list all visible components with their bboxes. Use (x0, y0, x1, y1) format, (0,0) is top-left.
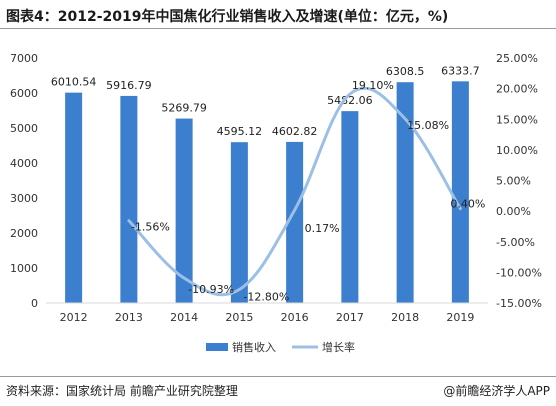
x-tick-label: 2013 (115, 311, 143, 324)
line-value-label: -1.56% (131, 221, 170, 234)
footer-divider (0, 376, 556, 377)
line-value-label: -12.80% (243, 291, 289, 304)
legend-line-label: 增长率 (322, 340, 355, 354)
y-left-tick-label: 5000 (10, 122, 38, 135)
y-right-tick-label: 25.00% (496, 52, 538, 65)
y-right-tick-label: 15.00% (496, 113, 538, 126)
growth-rate-line (127, 86, 462, 297)
bar-value-label: 6333.7 (441, 64, 480, 77)
y-left-tick-label: 3000 (10, 192, 38, 205)
bar-value-label: 5269.79 (161, 102, 207, 115)
legend-bar-swatch (206, 343, 228, 351)
y-left-tick-label: 1000 (10, 262, 38, 275)
x-tick-label: 2019 (446, 311, 474, 324)
bar-value-label: 5482.06 (327, 94, 373, 107)
bar (120, 95, 138, 303)
y-left-tick-label: 0 (31, 297, 38, 310)
legend: 销售收入 增长率 (206, 340, 355, 354)
left-axis: 0 1000 2000 3000 4000 5000 6000 7000 (10, 52, 38, 310)
bar-value-label: 6308.5 (386, 65, 425, 78)
legend-bar-label: 销售收入 (232, 340, 276, 354)
bar-series: 6010.54 5916.79 5269.79 4595.12 4602.82 5482.… (51, 64, 480, 304)
y-left-tick-label: 6000 (10, 87, 38, 100)
bar (286, 141, 304, 303)
y-right-tick-label: -15.00% (496, 297, 542, 310)
bar (396, 82, 414, 303)
bar (65, 92, 83, 303)
line-value-label: 0.17% (305, 222, 340, 235)
bar (341, 111, 359, 303)
y-right-tick-label: 10.00% (496, 144, 538, 157)
bar-value-label: 4595.12 (217, 125, 263, 138)
bar (175, 118, 193, 304)
line-value-label: 15.08% (407, 119, 449, 132)
bar-value-label: 6010.54 (51, 76, 97, 89)
line-value-label: -10.93% (188, 283, 234, 296)
x-tick-label: 2012 (60, 311, 88, 324)
bar-value-label: 5916.79 (106, 79, 152, 92)
right-axis: -15.00% -10.00% -5.00% 0.00% 5.00% 10.00% 15.0… (496, 52, 542, 310)
y-left-tick-label: 7000 (10, 52, 38, 65)
y-left-tick-label: 4000 (10, 157, 38, 170)
line-series: -1.56% -10.93% -12.80% 0.17% 19.10% 15.08% 0.4… (127, 79, 485, 304)
line-value-label: 0.40% (450, 198, 485, 211)
x-tick-label: 2015 (225, 311, 253, 324)
chart-title: 图表4：2012-2019年中国焦化行业销售收入及增速(单位：亿元，%) (6, 9, 449, 25)
line-value-label: 19.10% (352, 79, 394, 92)
x-tick-label: 2017 (336, 311, 364, 324)
bar (230, 142, 248, 303)
chart: 0 1000 2000 3000 4000 5000 6000 7000 -15.00% -10… (10, 52, 542, 354)
x-axis: 2012 2013 2014 2015 2016 2017 2018 2019 (46, 302, 488, 324)
y-right-tick-label: 5.00% (496, 175, 531, 188)
y-right-tick-label: -5.00% (496, 236, 535, 249)
y-right-tick-label: -10.00% (496, 266, 542, 279)
bar-value-label: 4602.82 (272, 125, 318, 138)
x-tick-label: 2014 (170, 311, 198, 324)
x-tick-label: 2018 (391, 311, 419, 324)
source-note: 资料来源：国家统计局 前瞻产业研究院整理 (6, 384, 238, 398)
x-tick-label: 2016 (281, 311, 309, 324)
bar (451, 81, 469, 303)
y-right-tick-label: 0.00% (496, 205, 531, 218)
credit-note: @前瞻经济学人APP (443, 384, 550, 398)
y-right-tick-label: 20.00% (496, 83, 538, 96)
y-left-tick-label: 2000 (10, 227, 38, 240)
title-divider (0, 28, 556, 29)
